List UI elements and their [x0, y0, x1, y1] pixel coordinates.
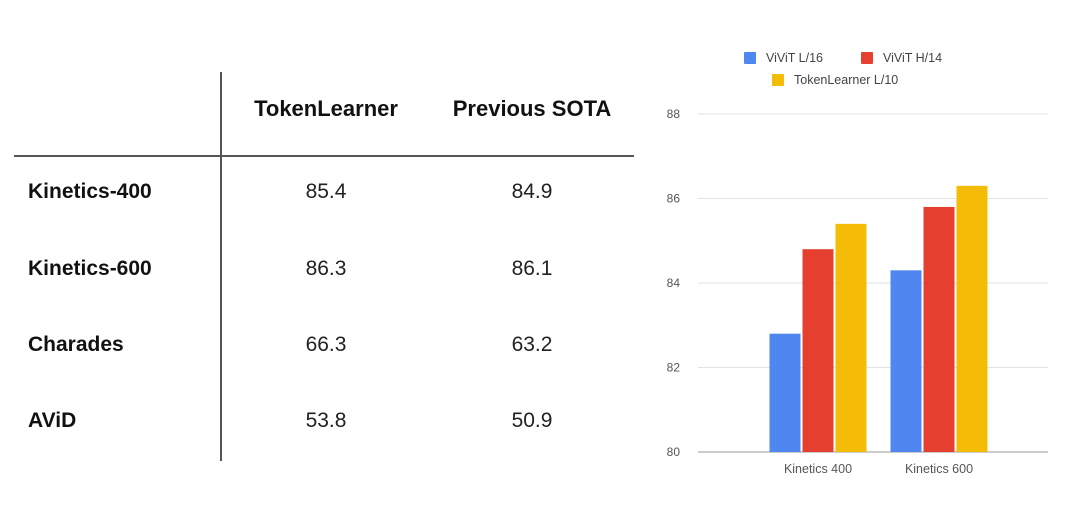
table-cell: 84.9	[511, 180, 553, 203]
table-cell: 53.8	[305, 409, 347, 432]
bar	[835, 223, 867, 452]
row-label-kinetics-600: Kinetics-600	[28, 257, 152, 280]
bar	[956, 185, 988, 452]
row-label-kinetics-400: Kinetics-400	[28, 180, 152, 203]
y-tick-label: 82	[667, 361, 681, 375]
legend-label: TokenLearner L/10	[794, 73, 899, 87]
row-label-charades: Charades	[28, 333, 124, 356]
row-label-avid: AViD	[28, 409, 77, 432]
legend-label: ViViT H/14	[883, 51, 943, 65]
legend-swatch	[861, 52, 873, 64]
legend-item-vivit-h14: ViViT H/14	[861, 51, 942, 65]
y-tick-label: 88	[667, 107, 681, 121]
table-cell: 63.2	[511, 333, 553, 356]
table-cell: 86.3	[305, 257, 347, 280]
x-tick-label: Kinetics 400	[784, 462, 852, 476]
legend-label: ViViT L/16	[766, 51, 823, 65]
y-tick-label: 80	[667, 445, 681, 459]
bar	[923, 206, 955, 452]
table-cell: 66.3	[305, 333, 347, 356]
table-cell: 86.1	[511, 257, 553, 280]
bar	[890, 270, 922, 452]
y-tick-label: 84	[667, 276, 681, 290]
y-tick-label: 86	[667, 192, 681, 206]
x-tick-label: Kinetics 600	[905, 462, 973, 476]
column-header-tokenlearner: TokenLearner	[254, 96, 398, 121]
column-header-previous-sota: Previous SOTA	[452, 96, 612, 121]
legend-item-tokenlearner-l10: TokenLearner L/10	[772, 73, 898, 87]
legend-swatch	[744, 52, 756, 64]
bar-chart: ViViT L/16 ViViT H/14 TokenLearner L/10 …	[640, 0, 1080, 505]
chart-plot-area: 80 82 84 86 88 Kinetics 400 Kinetics 600	[667, 107, 1048, 476]
table-header-divider	[14, 155, 634, 157]
table-cell: 50.9	[511, 409, 553, 432]
table-cell: 85.4	[305, 180, 347, 203]
table-vertical-divider	[220, 72, 222, 461]
legend-item-vivit-l16: ViViT L/16	[744, 51, 823, 65]
results-table: TokenLearner Previous SOTA Kinetics-400 …	[14, 72, 634, 461]
bar	[769, 333, 801, 452]
legend-swatch	[772, 74, 784, 86]
bar	[802, 249, 834, 452]
